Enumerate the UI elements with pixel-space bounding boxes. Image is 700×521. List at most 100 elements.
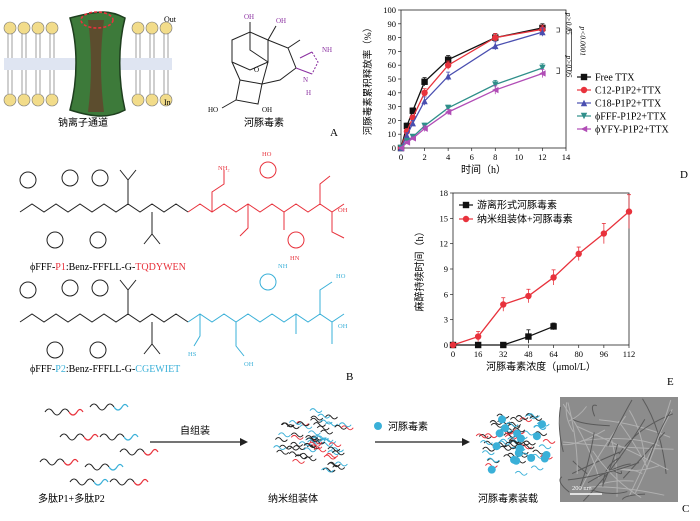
legend-marker <box>462 215 470 223</box>
assembly-strand <box>525 413 539 418</box>
assembly-strand <box>323 454 337 460</box>
assembly-strand <box>288 420 302 425</box>
sig-bracket-3 <box>568 28 572 72</box>
assembly-strand <box>317 413 331 419</box>
data-point <box>444 104 452 112</box>
assembly-strand <box>331 450 345 456</box>
assembly-strand <box>316 425 330 431</box>
data-point <box>550 323 557 330</box>
assembly-strand <box>288 451 302 457</box>
data-point <box>492 42 499 50</box>
x-tick-label: 6 <box>470 152 474 162</box>
lipid-tail <box>35 70 41 94</box>
panel-a: Out In 钠离子通道 OH OH NH N HO O OH H 河豚毒素 A <box>0 0 345 140</box>
release-chart: 0 2 4 6 8 10 12 14 0 10 20 30 40 50 60 70 80 90 100 时间（h） 河豚… <box>362 5 688 181</box>
arrow-2-head <box>462 438 470 446</box>
p2-hs: HS <box>188 351 197 358</box>
peptide-strand <box>109 478 135 486</box>
peptide-strand <box>89 403 115 411</box>
toxin-dot <box>538 420 547 429</box>
series-3 <box>397 63 546 152</box>
assembly-strand <box>308 441 321 447</box>
x-tick-label: 2 <box>422 152 426 162</box>
sig-label-2: p>0.05 <box>564 55 573 78</box>
y-tick-label: 100 <box>383 5 396 15</box>
assembly-strand <box>296 421 310 427</box>
y-tick-label: 20 <box>388 115 397 125</box>
data-point <box>403 139 411 146</box>
lipid-head <box>31 93 45 107</box>
legend-marker <box>580 73 588 81</box>
peptide-tail <box>63 458 79 466</box>
data-point <box>492 86 499 94</box>
assembly-strand <box>292 445 306 451</box>
assembly-strand <box>505 422 519 428</box>
fiber <box>618 413 674 455</box>
y-tick-label: 30 <box>388 102 397 112</box>
p2-oh-end: OH <box>338 323 348 330</box>
fiber <box>599 419 671 438</box>
toxin-legend-label: 河豚毒素 <box>388 420 428 433</box>
peptide-strand <box>69 478 95 486</box>
assembly-strand <box>527 413 540 419</box>
data-point <box>444 56 452 63</box>
assembly-strand <box>529 415 543 421</box>
peptide-strand <box>99 433 125 441</box>
y-axis-label: 麻醉持续时间（h） <box>413 227 426 312</box>
x-axis-label: 时间（h） <box>461 163 506 176</box>
data-point <box>474 341 482 349</box>
assembly-strand <box>278 432 291 438</box>
assembly-strand <box>281 422 295 428</box>
peptide-strand <box>119 448 145 456</box>
tetrodotoxin-structure <box>221 22 319 109</box>
lipid-head <box>131 21 145 35</box>
assembly-strand <box>313 447 327 453</box>
p2-structure <box>19 273 345 359</box>
assembly-strand <box>287 424 300 430</box>
fiber <box>576 425 669 471</box>
assembly-strand <box>480 440 493 446</box>
peptide-strand <box>44 408 70 416</box>
data-point <box>474 333 482 340</box>
assembly-strand <box>328 442 342 448</box>
assembly-strand <box>509 417 523 422</box>
data-point <box>550 274 557 281</box>
lipid-head <box>45 93 59 107</box>
fiber <box>588 486 665 496</box>
assembly-strand <box>497 440 511 446</box>
in-label: In <box>164 98 171 107</box>
data-point <box>492 34 499 41</box>
fiber <box>628 410 646 465</box>
y-tick-label: 15 <box>440 213 449 223</box>
assembly-strand <box>286 445 300 451</box>
peptide-strand <box>84 463 110 471</box>
toxin-caption: 河豚毒素 <box>244 116 284 129</box>
x-tick-label: 48 <box>524 349 533 359</box>
lipid-head <box>3 93 17 107</box>
scale-label: 200 nm <box>572 485 592 492</box>
fiber <box>581 437 660 447</box>
legend-marker <box>462 201 470 209</box>
peptide-strands <box>39 403 159 486</box>
peptide-tail <box>68 408 84 416</box>
x-tick-label: 112 <box>623 349 635 359</box>
lipid-tail <box>7 34 13 58</box>
p2-nh: NH <box>278 263 288 270</box>
atom-ho: HO <box>208 106 218 114</box>
p1-nh2: NH₂ <box>218 165 230 172</box>
lipid-tail <box>135 34 141 58</box>
lipid-tail <box>35 34 41 58</box>
fiber <box>621 493 646 500</box>
label-left: 多肽P1+多肽P2 <box>38 492 105 505</box>
legend-label: C12-P1P2+TTX <box>595 86 662 97</box>
fiber <box>584 487 628 495</box>
x-tick-label: 4 <box>446 152 451 162</box>
fiber <box>648 411 671 461</box>
p2-label: ϕFFF-P2:Benz-FFFLL-G-CGEWIET <box>30 364 180 375</box>
data-point <box>421 89 428 97</box>
sig-label-3: p<0.0001 <box>578 26 587 56</box>
fiber <box>571 418 610 427</box>
fiber <box>617 420 649 469</box>
panel-a-letter: A <box>330 127 338 139</box>
y-tick-label: 0 <box>444 340 448 350</box>
